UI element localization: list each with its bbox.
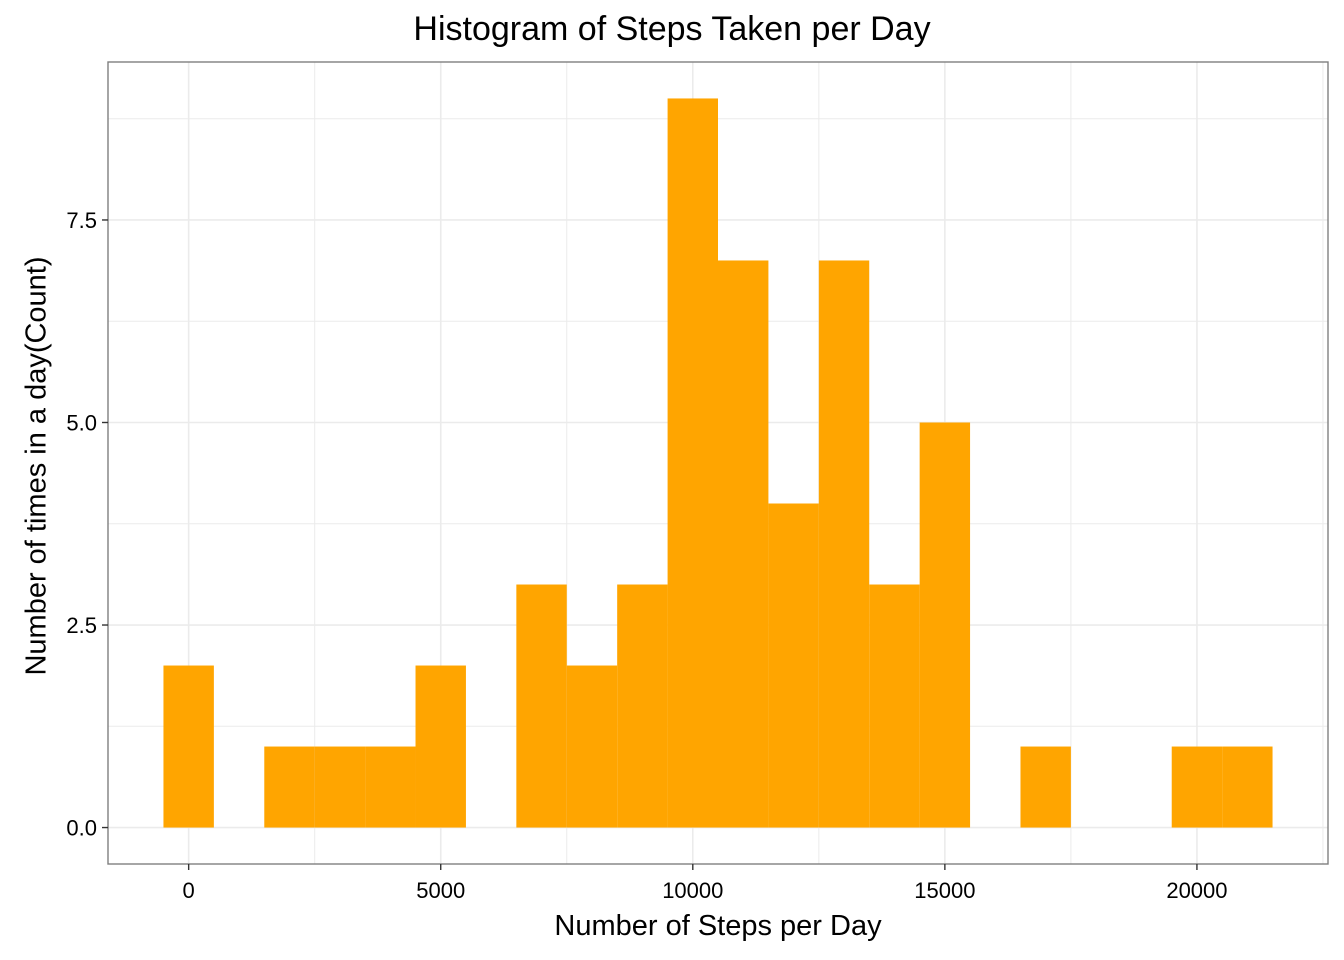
- histogram-bar: [1222, 746, 1273, 828]
- histogram-bar: [617, 584, 668, 828]
- histogram-bar: [919, 422, 971, 828]
- histogram-bar: [718, 260, 769, 828]
- x-tick-label: 5000: [416, 878, 465, 903]
- histogram-bar: [314, 746, 366, 828]
- histogram-bar: [415, 665, 466, 828]
- x-axis-label: Number of Steps per Day: [554, 910, 882, 942]
- histogram-bar: [1020, 746, 1071, 828]
- y-tick-label: 5.0: [66, 410, 97, 435]
- histogram-bar: [264, 746, 315, 828]
- x-tick-label: 10000: [662, 878, 723, 903]
- y-axis-label: Number of times in a day(Count): [20, 256, 53, 676]
- panel-border: [107, 61, 1329, 865]
- y-tick-label: 2.5: [66, 613, 97, 638]
- x-tick-label: 20000: [1166, 878, 1227, 903]
- histogram-bar: [163, 665, 214, 828]
- chart-title: Histogram of Steps Taken per Day: [413, 10, 931, 48]
- histogram-bar: [768, 503, 819, 828]
- x-tick-label: 0: [183, 878, 195, 903]
- histogram-bar: [365, 746, 416, 828]
- x-tick-label: 15000: [914, 878, 975, 903]
- histogram-bar: [1171, 746, 1223, 828]
- y-tick-label: 0.0: [66, 816, 97, 841]
- y-tick-label: 7.5: [66, 208, 97, 233]
- histogram-bar: [818, 260, 870, 828]
- histogram-bar: [516, 584, 567, 828]
- histogram-bar: [667, 98, 718, 828]
- histogram-bar: [566, 665, 618, 828]
- histogram-bar: [869, 584, 920, 828]
